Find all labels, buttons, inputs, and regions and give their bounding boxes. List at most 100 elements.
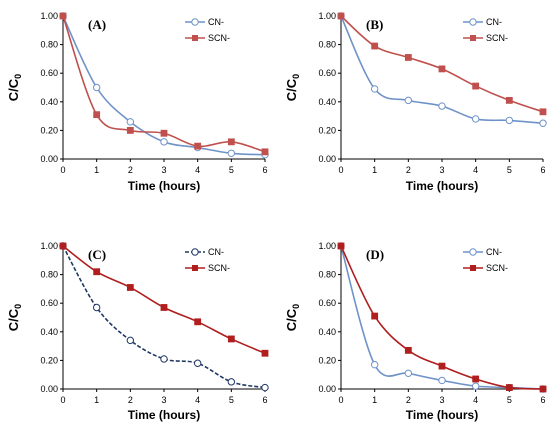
data-point <box>370 85 379 93</box>
data-point <box>438 362 446 370</box>
x-tick-label: 5 <box>229 165 234 175</box>
x-tick-label: 2 <box>128 395 133 405</box>
data-point <box>438 376 446 385</box>
x-tick-label: 5 <box>507 395 512 405</box>
x-tick-label: 4 <box>473 165 478 175</box>
data-point <box>126 284 134 291</box>
legend-label: CN- <box>208 247 224 257</box>
data-point <box>59 242 67 250</box>
x-tick-label: 5 <box>507 165 512 175</box>
data-point <box>194 142 202 150</box>
y-tick-label: 0.40 <box>318 97 336 107</box>
y-axis-title: C/C0 <box>6 74 23 101</box>
x-tick-label: 3 <box>161 395 166 405</box>
y-tick-label: 0.00 <box>318 384 336 394</box>
y-tick-label: 0.60 <box>318 298 336 308</box>
data-point <box>438 102 446 110</box>
data-point <box>227 335 235 343</box>
y-axis-title-main: C/C <box>284 78 299 101</box>
y-tick-label: 0.20 <box>40 125 58 135</box>
y-tick-label: 1.00 <box>318 11 336 21</box>
data-point <box>126 336 135 345</box>
x-axis-title: Time (hours) <box>406 179 478 193</box>
data-point <box>505 96 513 104</box>
y-tick-label: 0.40 <box>318 327 336 337</box>
data-point <box>261 349 269 357</box>
data-point <box>337 12 345 20</box>
y-axis-title-subscript: 0 <box>291 74 301 79</box>
legend-marker <box>192 265 198 271</box>
x-tick-label: 1 <box>94 395 99 405</box>
x-tick-label: 4 <box>473 395 478 405</box>
data-point <box>539 108 547 116</box>
data-point <box>539 385 547 393</box>
y-axis-title-subscript: 0 <box>13 304 23 309</box>
data-point <box>471 115 480 123</box>
y-axis-title: C/C0 <box>284 74 301 101</box>
legend-marker <box>191 18 199 26</box>
chart-panel: 0.00 0.20 0.40 0.60 0.80 1.00 0 1 2 3 4 5 6 Time (hou… <box>6 241 269 422</box>
y-tick-label: 0.60 <box>40 298 58 308</box>
data-point <box>93 111 101 119</box>
data-point <box>404 369 413 377</box>
x-tick-label: 2 <box>128 165 133 175</box>
legend-entry: CN- <box>185 17 224 27</box>
y-tick-label: 1.00 <box>40 241 58 251</box>
y-tick-label: 0.20 <box>318 125 336 135</box>
data-point <box>471 382 480 390</box>
x-tick-label: 2 <box>406 395 411 405</box>
legend-entry: CN- <box>463 247 502 257</box>
data-point <box>92 83 101 92</box>
series-line <box>62 245 266 389</box>
legend-label: SCN- <box>486 263 508 273</box>
data-point <box>539 119 547 127</box>
data-point <box>227 378 236 386</box>
data-point <box>160 129 168 137</box>
x-tick-label: 6 <box>540 395 545 405</box>
panel-label: (D) <box>366 247 384 262</box>
y-axis-title-subscript: 0 <box>13 74 23 79</box>
data-point <box>160 355 168 363</box>
y-tick-label: 0.20 <box>40 355 58 365</box>
x-tick-label: 1 <box>372 395 377 405</box>
legend-label: SCN- <box>208 33 230 43</box>
y-tick-label: 0.80 <box>318 40 336 50</box>
legend-entry: SCN- <box>463 33 508 43</box>
data-point <box>227 138 235 146</box>
y-tick-label: 0.00 <box>40 154 58 164</box>
data-point <box>261 148 269 156</box>
x-tick-label: 2 <box>406 165 411 175</box>
y-tick-label: 0.80 <box>40 270 58 280</box>
data-point <box>337 242 345 250</box>
data-point <box>126 127 134 134</box>
legend-label: SCN- <box>208 263 230 273</box>
x-tick-label: 4 <box>195 395 200 405</box>
data-point <box>438 65 446 73</box>
data-point <box>505 384 513 391</box>
chart-panel: 0.00 0.20 0.40 0.60 0.80 1.00 0 1 2 3 4 5 6 Time (hou… <box>284 11 547 193</box>
data-point <box>505 116 514 125</box>
x-tick-label: 0 <box>60 395 65 405</box>
y-tick-label: 0.00 <box>318 154 336 164</box>
data-point <box>193 359 202 367</box>
data-point <box>472 375 480 383</box>
y-tick-label: 0.60 <box>318 68 336 78</box>
x-tick-label: 6 <box>262 395 267 405</box>
y-tick-label: 0.00 <box>40 384 58 394</box>
x-axis-title: Time (hours) <box>128 179 200 193</box>
legend-label: CN- <box>486 17 502 27</box>
x-axis-title: Time (hours) <box>406 408 478 422</box>
x-tick-label: 3 <box>161 165 166 175</box>
data-point <box>371 42 379 50</box>
legend-label: CN- <box>486 247 502 257</box>
legend-label: CN- <box>208 17 224 27</box>
x-tick-label: 6 <box>540 165 545 175</box>
data-point <box>227 149 236 157</box>
data-point <box>261 383 269 392</box>
data-point <box>59 12 67 20</box>
y-tick-label: 0.20 <box>318 355 336 365</box>
y-axis-title-main: C/C <box>284 308 299 331</box>
data-point <box>160 138 168 146</box>
legend-marker <box>191 248 199 256</box>
legend-entry: SCN- <box>463 263 508 273</box>
